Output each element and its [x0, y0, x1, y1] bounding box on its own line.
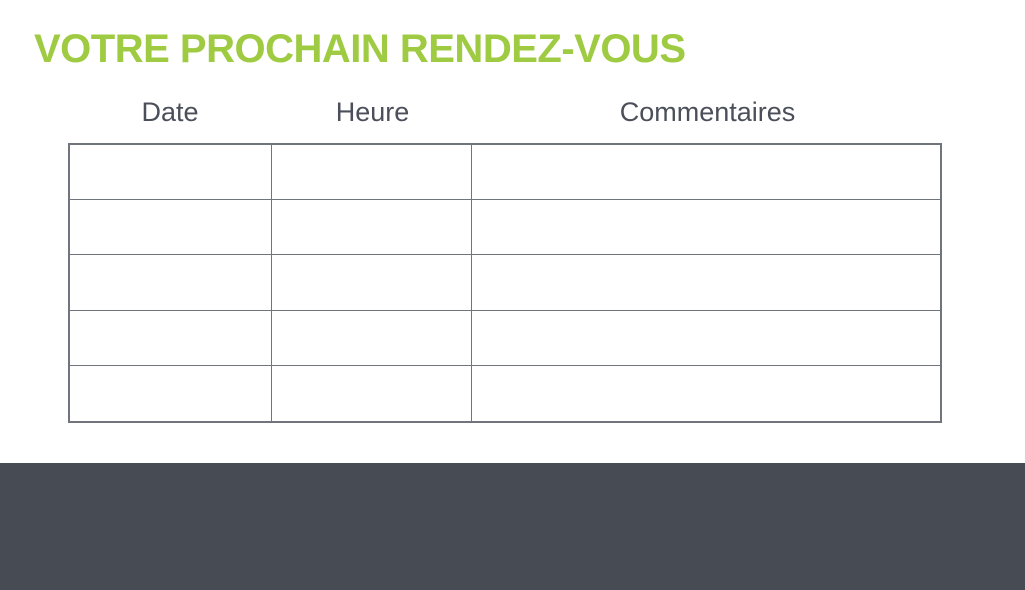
column-header-heure: Heure — [335, 97, 410, 127]
table-cell — [472, 200, 940, 256]
table-cell — [472, 255, 940, 311]
table-cell — [70, 310, 272, 366]
footer-band — [0, 463, 1025, 590]
table-cell — [272, 365, 472, 421]
table-cell — [472, 365, 940, 421]
appointments-table — [68, 143, 942, 423]
table-cell — [70, 200, 272, 256]
page-title: VOTRE PROCHAIN RENDEZ-VOUS — [34, 27, 686, 71]
table-cell — [272, 200, 472, 256]
table-cell — [272, 310, 472, 366]
table-header-row: Date Heure Commentaires — [68, 96, 942, 130]
table-cell — [70, 145, 272, 201]
table-cell — [272, 145, 472, 201]
table-cell — [472, 310, 940, 366]
table-cell — [472, 145, 940, 201]
table-cell — [272, 255, 472, 311]
column-header-date: Date — [141, 97, 199, 127]
table-cell — [70, 255, 272, 311]
column-header-commentaires: Commentaires — [619, 97, 796, 127]
table-cell — [70, 365, 272, 421]
